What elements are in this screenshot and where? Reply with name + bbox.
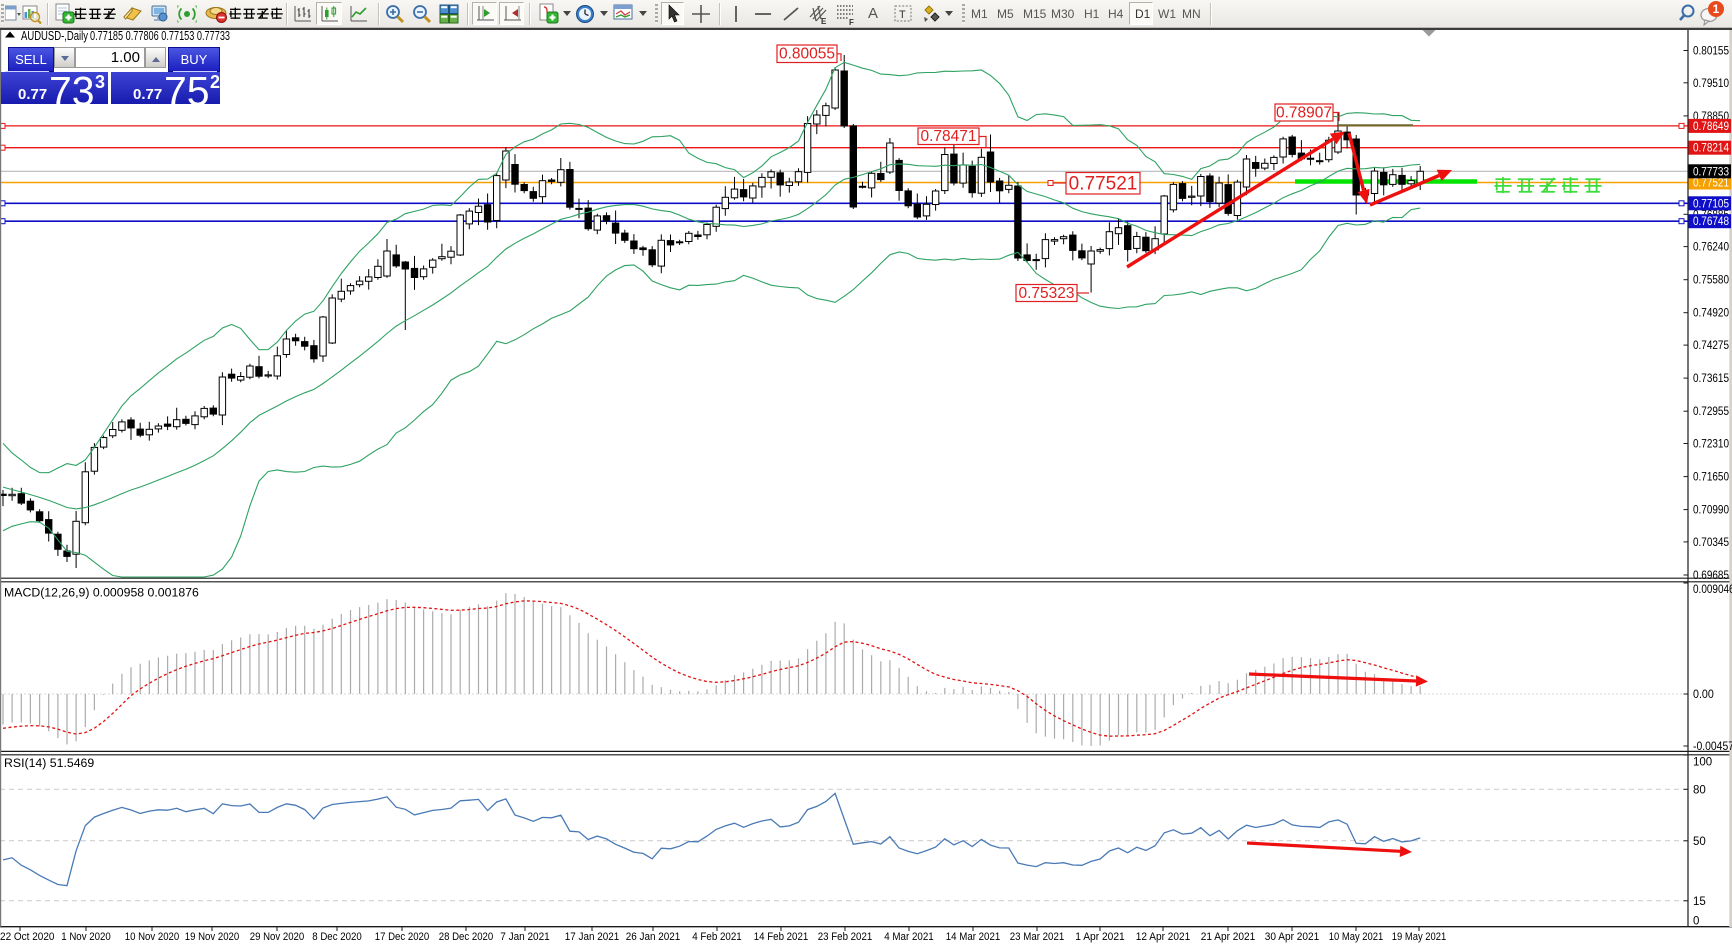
svg-text:14 Mar 2021: 14 Mar 2021 xyxy=(946,931,1001,943)
svg-text:19 May 2021: 19 May 2021 xyxy=(1392,931,1447,943)
svg-text:0.69685: 0.69685 xyxy=(1693,570,1729,582)
svg-text:0.70990: 0.70990 xyxy=(1693,505,1729,517)
svg-text:28 Dec 2020: 28 Dec 2020 xyxy=(439,931,494,943)
svg-text:30 Apr 2021: 30 Apr 2021 xyxy=(1265,931,1320,943)
svg-text:50: 50 xyxy=(1693,836,1706,848)
svg-text:0: 0 xyxy=(1693,916,1699,928)
svg-text:17 Jan 2021: 17 Jan 2021 xyxy=(565,931,620,943)
svg-text:0.78907: 0.78907 xyxy=(1276,104,1332,121)
svg-text:0.74920: 0.74920 xyxy=(1693,308,1729,320)
svg-text:E: E xyxy=(821,17,827,26)
svg-text:15: 15 xyxy=(1693,896,1706,908)
svg-text:4 Mar 2021: 4 Mar 2021 xyxy=(884,931,934,943)
svg-text:100: 100 xyxy=(1693,757,1712,769)
svg-text:0.77521: 0.77521 xyxy=(1693,178,1729,190)
svg-text:0.80155: 0.80155 xyxy=(1693,46,1729,58)
svg-text:26 Jan 2021: 26 Jan 2021 xyxy=(626,931,681,943)
svg-text:14 Feb 2021: 14 Feb 2021 xyxy=(754,931,809,943)
svg-text:0.76748: 0.76748 xyxy=(1693,216,1729,228)
svg-text:0.77185 0.77806 0.77153 0.7773: 0.77185 0.77806 0.77153 0.77733 xyxy=(90,29,230,43)
svg-text:0.72310: 0.72310 xyxy=(1693,439,1729,451)
svg-text:AUDUSD-,Daily: AUDUSD-,Daily xyxy=(21,29,89,43)
svg-text:RSI(14) 51.5469: RSI(14) 51.5469 xyxy=(4,756,94,770)
svg-text:23 Mar 2021: 23 Mar 2021 xyxy=(1010,931,1065,943)
svg-text:0.71650: 0.71650 xyxy=(1693,472,1729,484)
svg-text:29 Nov 2020: 29 Nov 2020 xyxy=(250,931,305,943)
svg-text:F: F xyxy=(849,18,854,26)
svg-text:-0.004574: -0.004574 xyxy=(1693,741,1732,753)
svg-text:19 Nov 2020: 19 Nov 2020 xyxy=(185,931,240,943)
svg-text:21 Apr 2021: 21 Apr 2021 xyxy=(1201,931,1256,943)
svg-text:7 Jan 2021: 7 Jan 2021 xyxy=(500,931,550,943)
svg-text:17 Dec 2020: 17 Dec 2020 xyxy=(375,931,430,943)
svg-text:0.77733: 0.77733 xyxy=(1693,166,1729,178)
svg-text:10 May 2021: 10 May 2021 xyxy=(1329,931,1384,943)
svg-text:0.00: 0.00 xyxy=(1693,689,1714,701)
svg-text:10 Nov 2020: 10 Nov 2020 xyxy=(125,931,180,943)
svg-text:23 Feb 2021: 23 Feb 2021 xyxy=(818,931,873,943)
svg-text:8 Dec 2020: 8 Dec 2020 xyxy=(312,931,362,943)
svg-text:0.74275: 0.74275 xyxy=(1693,340,1729,352)
svg-text:0.77105: 0.77105 xyxy=(1693,198,1729,210)
svg-text:0.75580: 0.75580 xyxy=(1693,275,1729,287)
svg-text:12 Apr 2021: 12 Apr 2021 xyxy=(1136,931,1191,943)
svg-text:T: T xyxy=(899,9,906,21)
svg-text:0.76240: 0.76240 xyxy=(1693,242,1729,254)
svg-text:0.78471: 0.78471 xyxy=(920,128,976,145)
svg-text:4 Feb 2021: 4 Feb 2021 xyxy=(692,931,742,943)
svg-text:0.70345: 0.70345 xyxy=(1693,537,1729,549)
svg-text:MACD(12,26,9) 0.000958 0.001: MACD(12,26,9) 0.000958 0.001876 xyxy=(4,586,199,600)
svg-text:0.73615: 0.73615 xyxy=(1693,373,1729,385)
svg-text:22 Oct 2020: 22 Oct 2020 xyxy=(0,931,55,943)
svg-text:0.79510: 0.79510 xyxy=(1693,78,1729,90)
svg-text:0.72955: 0.72955 xyxy=(1693,406,1729,418)
svg-text:0.009046: 0.009046 xyxy=(1693,584,1732,596)
svg-text:0.77521: 0.77521 xyxy=(1069,173,1138,194)
svg-text:80: 80 xyxy=(1693,784,1706,796)
svg-text:0.75323: 0.75323 xyxy=(1018,285,1074,302)
svg-text:1 Apr 2021: 1 Apr 2021 xyxy=(1075,931,1125,943)
svg-text:0.80055: 0.80055 xyxy=(779,46,835,63)
svg-text:0.78649: 0.78649 xyxy=(1693,121,1729,133)
svg-text:0.78214: 0.78214 xyxy=(1693,143,1730,155)
svg-text:1 Nov 2020: 1 Nov 2020 xyxy=(61,931,111,943)
